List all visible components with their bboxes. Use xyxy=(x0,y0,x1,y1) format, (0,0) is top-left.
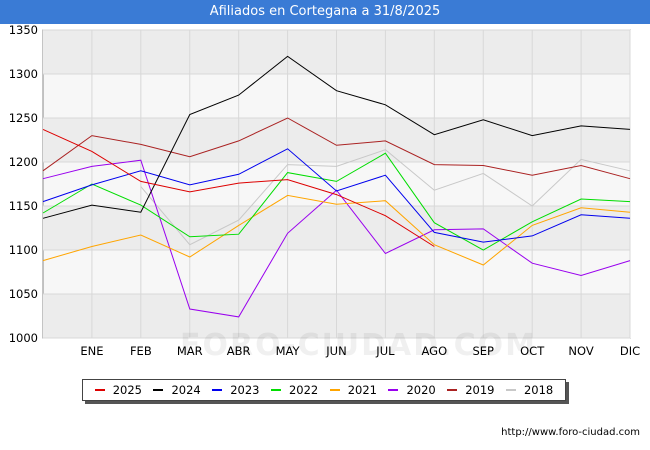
y-tick-label: 1250 xyxy=(9,111,38,125)
legend-swatch xyxy=(447,389,458,391)
legend-label: 2021 xyxy=(347,383,378,397)
x-tick-label: ABR xyxy=(227,344,251,358)
legend-item-2024: 2024 xyxy=(153,383,201,397)
legend-swatch xyxy=(94,389,105,391)
legend-item-2022: 2022 xyxy=(270,383,319,397)
legend-item-2020: 2020 xyxy=(388,383,436,397)
x-tick-label: JUL xyxy=(375,344,395,358)
legend-label: 2022 xyxy=(288,383,319,397)
x-tick-label: SEP xyxy=(472,344,494,358)
y-tick-label: 1350 xyxy=(9,23,38,37)
y-tick-label: 1200 xyxy=(9,155,38,169)
series-line-2023 xyxy=(42,148,631,243)
legend-swatch xyxy=(388,389,399,391)
legend-label: 2018 xyxy=(523,383,554,397)
x-tick-label: OCT xyxy=(520,344,545,358)
series-line-2022 xyxy=(42,152,631,251)
series-line-2025 xyxy=(42,128,435,247)
series-line-2021 xyxy=(42,194,631,266)
legend-label: 2025 xyxy=(112,383,143,397)
x-tick-label: MAR xyxy=(177,344,203,358)
legend-label: 2024 xyxy=(171,383,201,397)
chart-title: Afiliados en Cortegana a 31/8/2025 xyxy=(0,0,650,24)
x-tick-label: FEB xyxy=(130,344,152,358)
legend-swatch xyxy=(505,389,516,391)
y-tick-label: 1150 xyxy=(9,199,38,213)
legend-item-2019: 2019 xyxy=(447,383,495,397)
legend-label: 2023 xyxy=(230,383,260,397)
x-tick-label: MAY xyxy=(276,344,301,358)
watermark: FORO-CIUDAD.COM xyxy=(180,328,537,363)
legend-item-2023: 2023 xyxy=(212,383,260,397)
legend-item-2021: 2021 xyxy=(329,383,378,397)
y-tick-label: 1000 xyxy=(9,331,38,345)
legend-swatch xyxy=(153,389,164,391)
legend: 2025 2024 2023 2022 2021 2020 2019 2018 xyxy=(82,379,566,401)
y-tick-label: 1300 xyxy=(9,67,38,81)
series-line-2018 xyxy=(140,149,631,246)
y-tick-label: 1050 xyxy=(9,287,38,301)
legend-item-2018: 2018 xyxy=(505,383,554,397)
series-line-2024 xyxy=(42,55,631,219)
legend-swatch xyxy=(212,389,223,391)
x-tick-label: DIC xyxy=(620,344,640,358)
legend-label: 2020 xyxy=(406,383,436,397)
x-tick-label: AGO xyxy=(422,344,448,358)
source-url: http://www.foro-ciudad.com xyxy=(501,427,640,438)
series-line-2019 xyxy=(42,117,631,180)
legend-label: 2019 xyxy=(465,383,495,397)
x-tick-label: ENE xyxy=(80,344,103,358)
x-tick-label: NOV xyxy=(568,344,593,358)
legend-swatch xyxy=(329,389,340,391)
y-tick-label: 1100 xyxy=(9,243,38,257)
series-line-2020 xyxy=(42,159,631,318)
legend-item-2025: 2025 xyxy=(94,383,143,397)
legend-swatch xyxy=(270,389,281,391)
x-tick-label: JUN xyxy=(325,344,346,358)
